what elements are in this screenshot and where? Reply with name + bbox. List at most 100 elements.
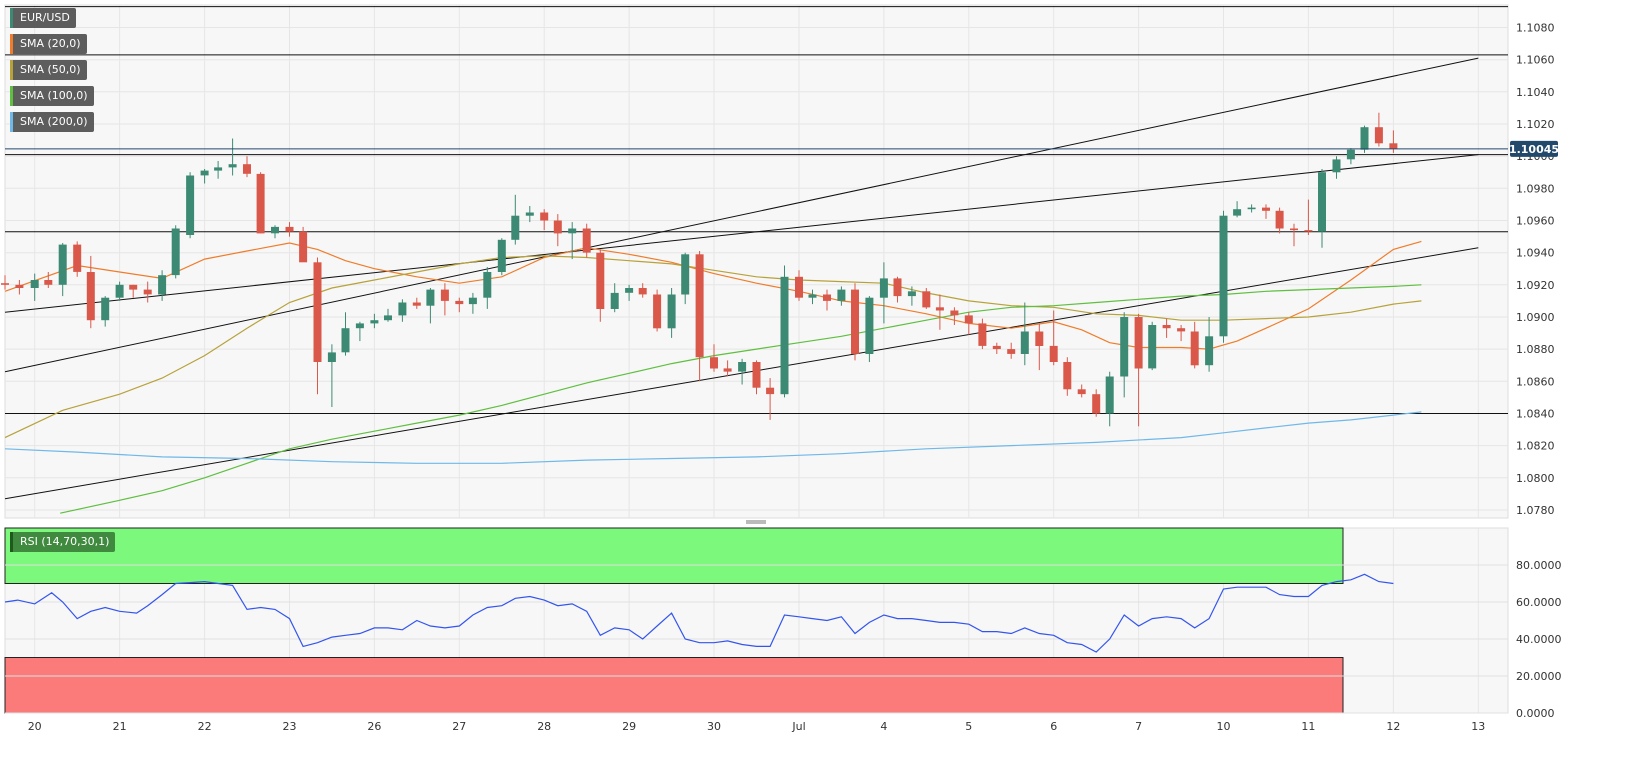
candle-body <box>101 297 110 321</box>
candle-body <box>455 300 464 305</box>
x-tick-label: 21 <box>113 720 127 733</box>
candle-body <box>256 173 265 234</box>
legend-sma200[interactable]: SMA (200,0) <box>10 112 94 132</box>
candle-body <box>299 231 308 263</box>
sma200-line <box>4 411 1422 464</box>
candle-body <box>341 328 350 353</box>
sma50-line <box>4 255 1422 439</box>
candle-body <box>681 254 690 295</box>
candle-body <box>1105 376 1114 414</box>
candle-body <box>1233 209 1242 216</box>
candle-body <box>313 262 322 362</box>
candle-body <box>950 310 959 316</box>
legend-symbol[interactable]: EUR/USD <box>10 8 76 28</box>
price-tick-label: 1.0860 <box>1516 375 1555 388</box>
legend-sma200-label: SMA (200,0) <box>20 115 88 128</box>
candle-body <box>1304 230 1313 232</box>
candle-body <box>158 275 167 295</box>
candle-body <box>922 291 931 308</box>
x-tick-label: 26 <box>367 720 381 733</box>
candle-body <box>667 294 676 329</box>
candle-body <box>115 284 124 298</box>
candle-body <box>1092 394 1101 414</box>
candle-body <box>1162 325 1171 329</box>
candle-body <box>15 284 24 288</box>
candle-body <box>426 289 435 306</box>
candle-body <box>1275 210 1284 229</box>
price-tick-label: 1.1080 <box>1516 22 1555 35</box>
x-tick-label: 28 <box>537 720 551 733</box>
candle-body <box>228 164 237 168</box>
candle-body <box>1346 149 1355 160</box>
candle-body <box>823 294 831 301</box>
legend-sma100-label: SMA (100,0) <box>20 89 88 102</box>
pane-splitter-handle[interactable] <box>746 520 766 524</box>
legend-rsi[interactable]: RSI (14,70,30,1) <box>10 532 116 552</box>
sma200-swatch <box>10 112 13 132</box>
candle-body <box>1190 331 1199 366</box>
candle-body <box>1318 172 1326 232</box>
rsi-tick-label: 60.0000 <box>1516 596 1562 609</box>
x-tick-label: 12 <box>1386 720 1400 733</box>
rsi-tick-label: 40.0000 <box>1516 633 1562 646</box>
candle-body <box>200 170 209 176</box>
candle-body <box>1290 228 1298 231</box>
candle-body <box>129 284 138 290</box>
candle-body <box>553 220 562 234</box>
candle-body <box>582 228 591 253</box>
sma20-swatch <box>10 34 13 54</box>
legend-sma50[interactable]: SMA (50,0) <box>10 60 87 80</box>
rsi-tick-label: 0.0000 <box>1516 707 1555 720</box>
legend-sma50-label: SMA (50,0) <box>20 63 81 76</box>
candle-body <box>1077 389 1086 395</box>
candle-body <box>540 212 549 221</box>
candle-body <box>186 175 195 235</box>
candle-body <box>978 323 987 346</box>
candle-body <box>327 352 336 362</box>
candle-body <box>497 239 506 272</box>
candle-body <box>1049 345 1058 362</box>
candle-body <box>30 280 39 288</box>
x-tick-label: 6 <box>1050 720 1057 733</box>
candle-body <box>766 387 775 395</box>
candle-body <box>525 212 534 216</box>
candle-body <box>795 276 803 298</box>
trendline <box>4 57 1479 373</box>
candle-body <box>1389 143 1398 149</box>
rsi-tick-label: 80.0000 <box>1516 559 1562 572</box>
candle-body <box>1007 349 1016 354</box>
candle-body <box>1134 317 1143 369</box>
candle-body <box>355 323 364 329</box>
x-tick-label: 11 <box>1301 720 1315 733</box>
legend-sma100[interactable]: SMA (100,0) <box>10 86 94 106</box>
candle-body <box>1063 362 1072 390</box>
rsi-overbought-zone <box>4 527 1344 584</box>
candle-body <box>710 357 718 369</box>
candle-body <box>440 289 449 301</box>
candle-body <box>865 297 874 354</box>
candle-body <box>1120 317 1129 377</box>
sma100-swatch <box>10 86 13 106</box>
last-price-tag: 1.10045 <box>1509 143 1559 156</box>
candle-body <box>1177 328 1186 332</box>
candle-body <box>893 278 902 297</box>
legend-symbol-label: EUR/USD <box>20 11 70 24</box>
candle-body <box>412 302 421 306</box>
candle-body <box>808 294 817 298</box>
x-tick-label: 22 <box>198 720 212 733</box>
legend-sma20[interactable]: SMA (20,0) <box>10 34 87 54</box>
candle-body <box>243 164 251 174</box>
x-tick-label: 4 <box>880 720 887 733</box>
symbol-swatch <box>10 8 13 28</box>
candle-body <box>935 307 944 311</box>
rsi-tick-label: 20.0000 <box>1516 670 1562 683</box>
candle-body <box>1247 207 1256 210</box>
candle-body <box>907 291 916 297</box>
candle-body <box>271 226 279 234</box>
candle-body <box>638 288 647 295</box>
candle-body <box>398 302 407 316</box>
candle-body <box>86 272 95 321</box>
x-tick-label: 20 <box>28 720 42 733</box>
